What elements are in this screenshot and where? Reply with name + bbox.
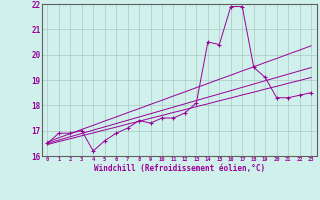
X-axis label: Windchill (Refroidissement éolien,°C): Windchill (Refroidissement éolien,°C) (94, 164, 265, 173)
